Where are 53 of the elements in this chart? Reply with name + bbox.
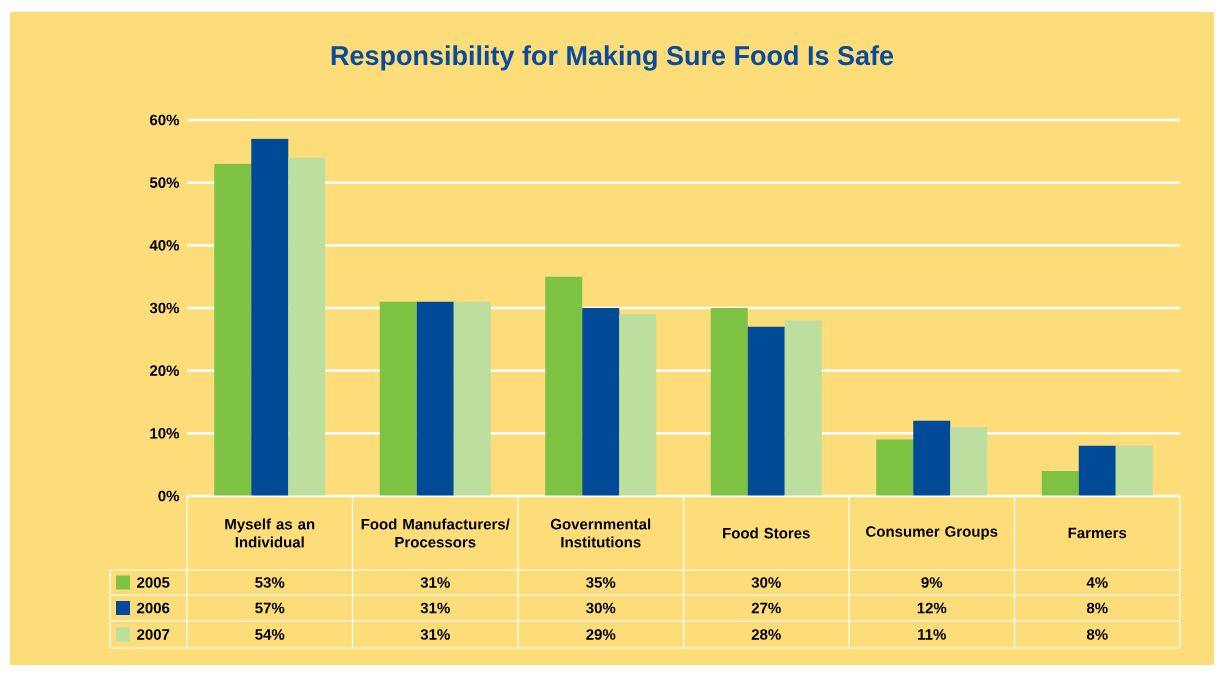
data-label: 30% — [586, 602, 616, 614]
data-label: 31% — [420, 577, 450, 588]
chart-title: Responsibility for Making Sure Food Is Safe — [331, 45, 894, 71]
data-label: 8% — [1086, 629, 1108, 640]
data-label: 28% — [751, 629, 781, 640]
x-tick-label: Food Stores — [723, 527, 810, 539]
y-tick-label: 50% — [149, 177, 180, 188]
x-tick-label: Food Manufacturers/ Processors — [361, 518, 510, 548]
data-label: 27% — [751, 602, 781, 614]
bar — [1115, 445, 1153, 496]
data-label: 54% — [255, 629, 285, 640]
bar — [619, 314, 657, 496]
legend-label: 2007 — [137, 629, 170, 640]
y-tick-label: 40% — [149, 240, 180, 251]
legend-label: 2006 — [137, 602, 170, 614]
data-label: 35% — [586, 577, 616, 588]
data-label: 30% — [751, 577, 781, 588]
data-label: 12% — [917, 602, 947, 614]
y-tick-label: 0% — [158, 490, 180, 502]
y-tick-label: 60% — [150, 114, 180, 126]
data-label: 4% — [1086, 577, 1108, 588]
y-tick-label: 30% — [149, 302, 180, 314]
bar — [747, 326, 785, 496]
data-label: 53% — [255, 577, 285, 588]
y-tick-label: 20% — [149, 365, 180, 376]
bar — [214, 163, 252, 496]
bar — [379, 301, 417, 496]
bar — [545, 276, 583, 496]
x-tick-label: Consumer Groups — [866, 526, 998, 540]
bar — [251, 138, 289, 496]
x-tick-label: Myself as an Individual — [225, 518, 315, 548]
bar — [582, 307, 620, 496]
bar — [1041, 470, 1079, 496]
data-label: 29% — [586, 629, 616, 640]
bar — [453, 301, 491, 496]
data-label: 8% — [1086, 602, 1108, 614]
bar — [710, 307, 748, 496]
bar — [950, 427, 988, 496]
data-label: 31% — [420, 629, 450, 640]
data-label: 9% — [921, 577, 943, 588]
bar — [913, 420, 951, 496]
y-tick-label: 10% — [150, 428, 180, 439]
bar — [288, 157, 326, 496]
legend-label: 2005 — [137, 577, 170, 588]
data-label: 31% — [420, 602, 450, 614]
data-label: 11% — [918, 629, 946, 640]
bar — [784, 320, 822, 496]
bar — [416, 301, 454, 496]
bar — [876, 439, 914, 496]
x-tick-label: Farmers — [1068, 527, 1127, 539]
bar — [1078, 445, 1116, 496]
x-tick-label: Governmental Institutions — [550, 518, 651, 548]
data-label: 57% — [255, 602, 285, 614]
